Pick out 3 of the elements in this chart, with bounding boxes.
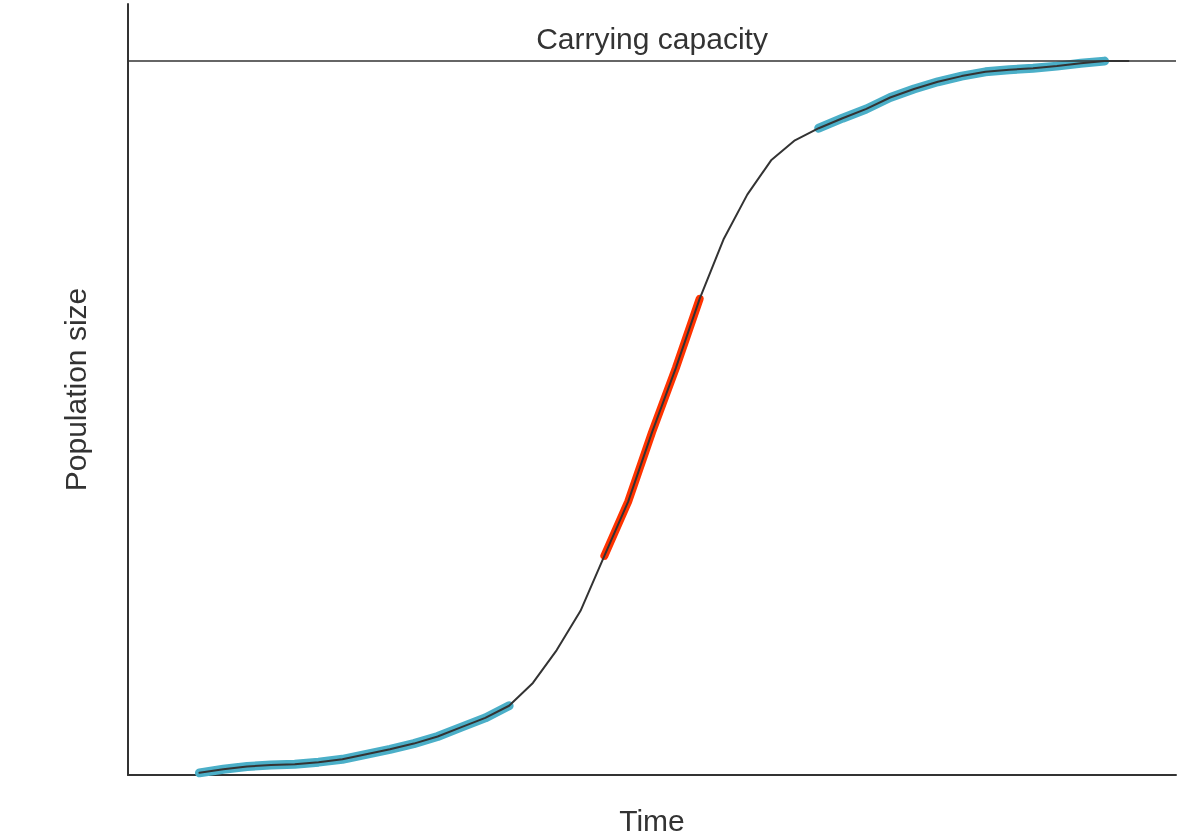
x-axis-title: Time	[619, 803, 685, 837]
ref-line-label: Carrying capacity	[536, 21, 768, 55]
y-axis-title: Population size	[58, 287, 92, 492]
